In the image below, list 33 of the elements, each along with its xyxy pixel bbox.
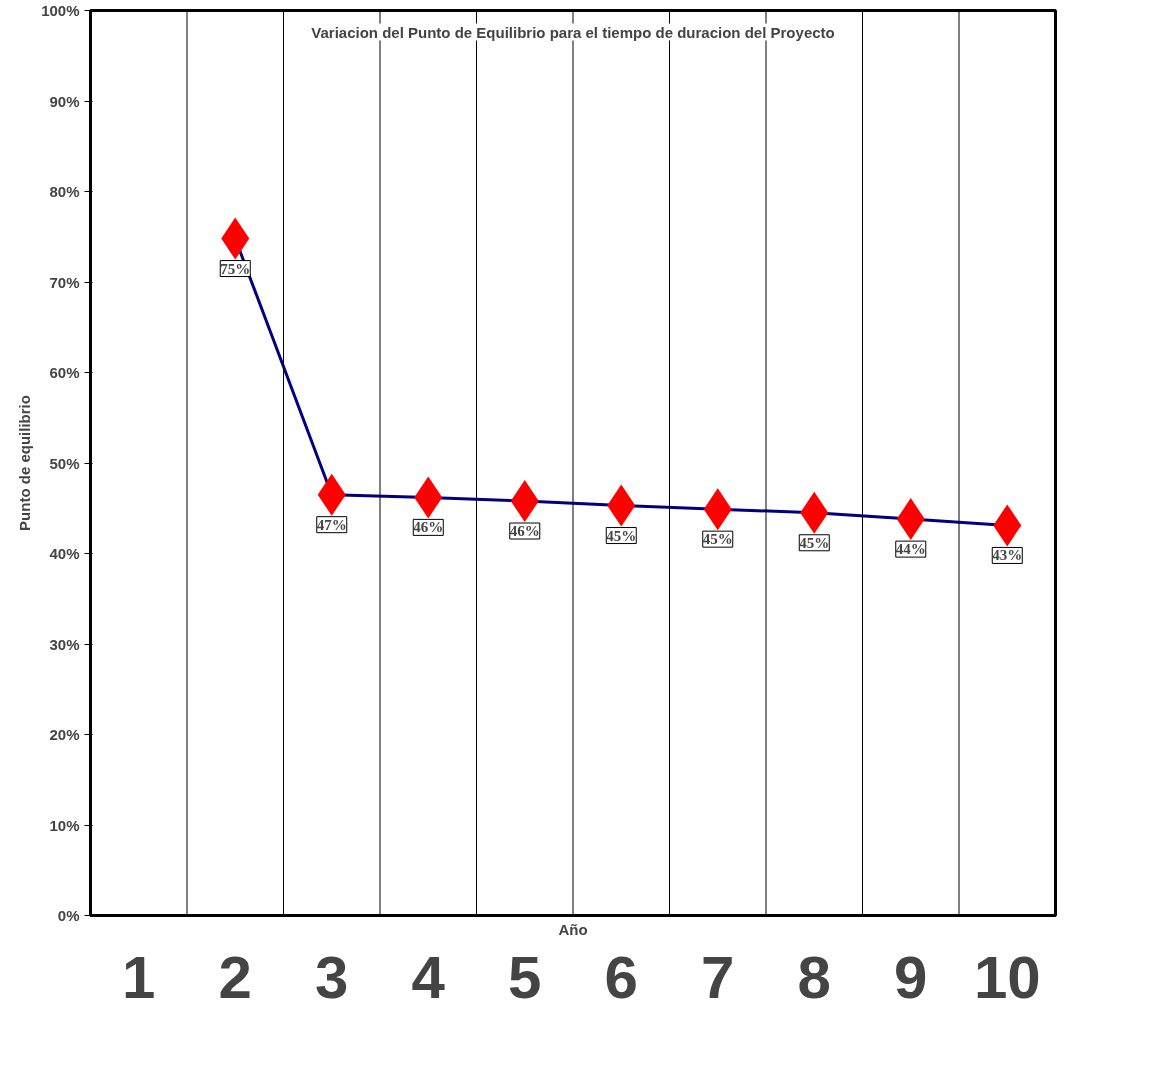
x-tick-label: 7 bbox=[701, 943, 735, 1011]
x-tick-label: 1 bbox=[122, 943, 156, 1011]
data-label: 44% bbox=[895, 541, 926, 558]
x-tick-label: 4 bbox=[411, 943, 446, 1011]
x-tick-label: 10 bbox=[973, 943, 1041, 1011]
y-tick-label: 40% bbox=[49, 545, 80, 562]
y-tick-label: 20% bbox=[49, 726, 80, 743]
y-tick-label: 70% bbox=[49, 273, 80, 291]
y-tick-label: 90% bbox=[49, 92, 80, 110]
x-tick-label: 6 bbox=[604, 943, 638, 1011]
y-tick-label: 50% bbox=[49, 454, 80, 472]
y-tick-label: 0% bbox=[57, 907, 80, 924]
data-label: 75% bbox=[220, 260, 251, 277]
data-label: 46% bbox=[509, 523, 540, 540]
x-tick-label: 5 bbox=[508, 943, 542, 1011]
data-label: 43% bbox=[992, 547, 1023, 564]
y-tick-label: 10% bbox=[49, 816, 80, 834]
x-tick-label: 3 bbox=[315, 943, 349, 1011]
y-tick-label: 80% bbox=[49, 183, 80, 200]
y-tick-label: 100% bbox=[41, 2, 80, 19]
x-tick-label: 9 bbox=[894, 943, 928, 1011]
x-tick-label: 8 bbox=[797, 943, 831, 1011]
data-label: 47% bbox=[316, 516, 347, 533]
data-label: 45% bbox=[799, 534, 830, 551]
data-label: 45% bbox=[606, 527, 637, 544]
x-tick-label: 2 bbox=[218, 943, 252, 1011]
text: Variacion del Punto de Equilibrio para el tiempo de duracion del Proyecto bbox=[311, 23, 835, 41]
y-tick-label: 30% bbox=[49, 635, 80, 653]
x-axis-title: Año bbox=[558, 920, 588, 938]
data-label: 45% bbox=[702, 531, 733, 548]
y-tick-label: 60% bbox=[49, 364, 80, 381]
data-label: 46% bbox=[413, 519, 444, 536]
y-axis-title: Punto de equilibrio bbox=[16, 395, 34, 531]
